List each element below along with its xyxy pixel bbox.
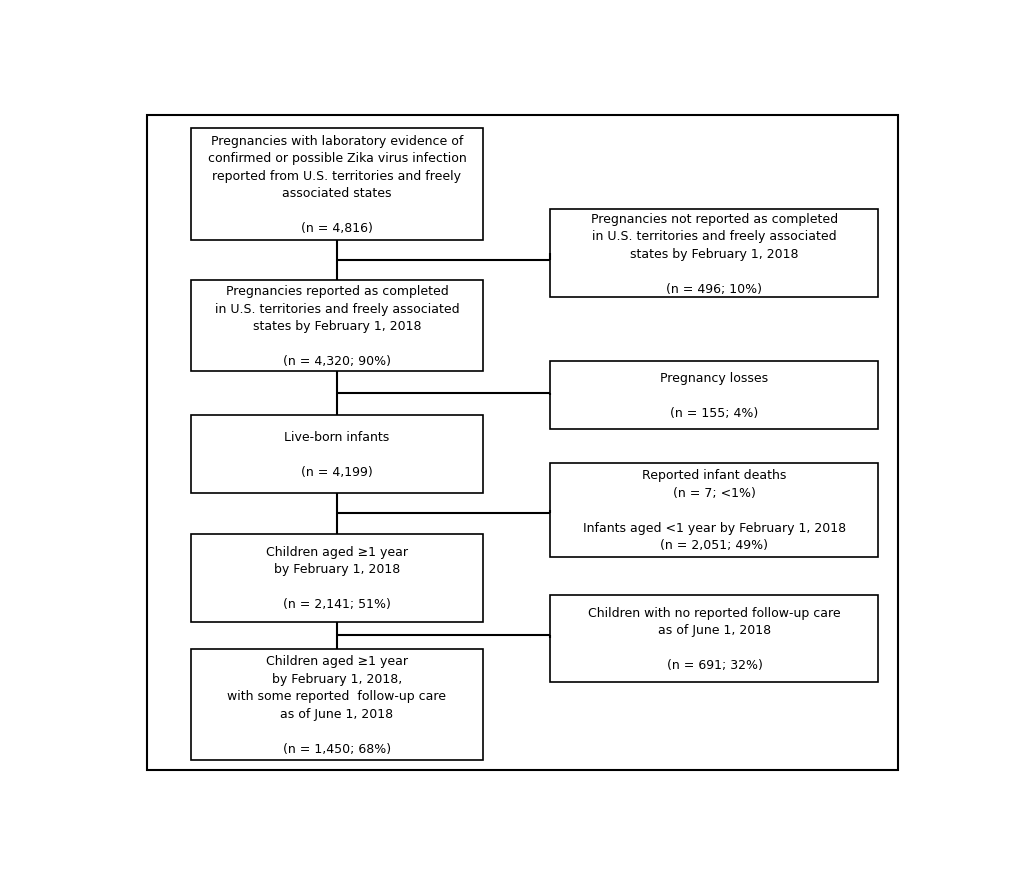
- Text: Pregnancy losses

(n = 155; 4%): Pregnancy losses (n = 155; 4%): [659, 372, 767, 419]
- Text: Children aged ≥1 year
by February 1, 2018

(n = 2,141; 51%): Children aged ≥1 year by February 1, 201…: [266, 545, 408, 610]
- FancyBboxPatch shape: [191, 534, 483, 622]
- FancyBboxPatch shape: [191, 416, 483, 494]
- Text: Pregnancies not reported as completed
in U.S. territories and freely associated
: Pregnancies not reported as completed in…: [590, 212, 838, 296]
- Text: Reported infant deaths
(n = 7; <1%)

Infants aged <1 year by February 1, 2018
(n: Reported infant deaths (n = 7; <1%) Infa…: [582, 469, 845, 552]
- FancyBboxPatch shape: [550, 210, 877, 297]
- FancyBboxPatch shape: [191, 129, 483, 240]
- FancyBboxPatch shape: [191, 281, 483, 372]
- FancyBboxPatch shape: [550, 362, 877, 430]
- Text: Children with no reported follow-up care
as of June 1, 2018

(n = 691; 32%): Children with no reported follow-up care…: [588, 606, 840, 672]
- Text: Pregnancies reported as completed
in U.S. territories and freely associated
stat: Pregnancies reported as completed in U.S…: [214, 285, 459, 367]
- Text: Live-born infants

(n = 4,199): Live-born infants (n = 4,199): [284, 431, 389, 479]
- Text: Children aged ≥1 year
by February 1, 2018,
with some reported  follow-up care
as: Children aged ≥1 year by February 1, 201…: [227, 654, 446, 755]
- FancyBboxPatch shape: [147, 116, 898, 770]
- Text: Pregnancies with laboratory evidence of
confirmed or possible Zika virus infecti: Pregnancies with laboratory evidence of …: [208, 134, 466, 235]
- FancyBboxPatch shape: [191, 649, 483, 760]
- FancyBboxPatch shape: [550, 463, 877, 558]
- FancyBboxPatch shape: [550, 595, 877, 682]
